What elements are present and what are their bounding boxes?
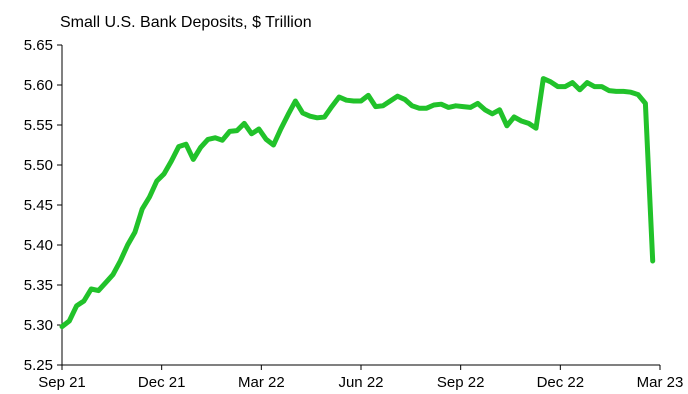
y-tick-label: 5.40 [24, 237, 53, 254]
x-tick-label: Sep 22 [437, 374, 485, 391]
x-tick-label: Dec 22 [537, 374, 585, 391]
y-tick-label: 5.60 [24, 77, 53, 94]
y-tick-label: 5.55 [24, 117, 53, 134]
y-tick-label: 5.25 [24, 357, 53, 374]
plot-area [59, 76, 656, 330]
chart-title: Small U.S. Bank Deposits, $ Trillion [60, 14, 312, 31]
y-tick-label: 5.65 [24, 37, 53, 54]
x-tick-label: Mar 23 [637, 374, 684, 391]
x-axis: Sep 21 Dec 21 Mar 22 Jun 22 Sep 22 Dec 22 Mar … [38, 364, 684, 391]
y-tick-label: 5.35 [24, 277, 53, 294]
x-tick-label: Dec 21 [138, 374, 186, 391]
y-axis: 5.25 5.30 5.35 5.40 5.45 5.50 5.55 5.60 5.65 [24, 37, 63, 374]
x-tick-label: Sep 21 [38, 374, 86, 391]
x-tick-label: Mar 22 [238, 374, 285, 391]
y-tick-label: 5.50 [24, 157, 53, 174]
y-tick-label: 5.30 [24, 317, 53, 334]
y-tick-label: 5.45 [24, 197, 53, 214]
series-line-0 [59, 76, 656, 330]
x-tick-label: Jun 22 [338, 374, 383, 391]
